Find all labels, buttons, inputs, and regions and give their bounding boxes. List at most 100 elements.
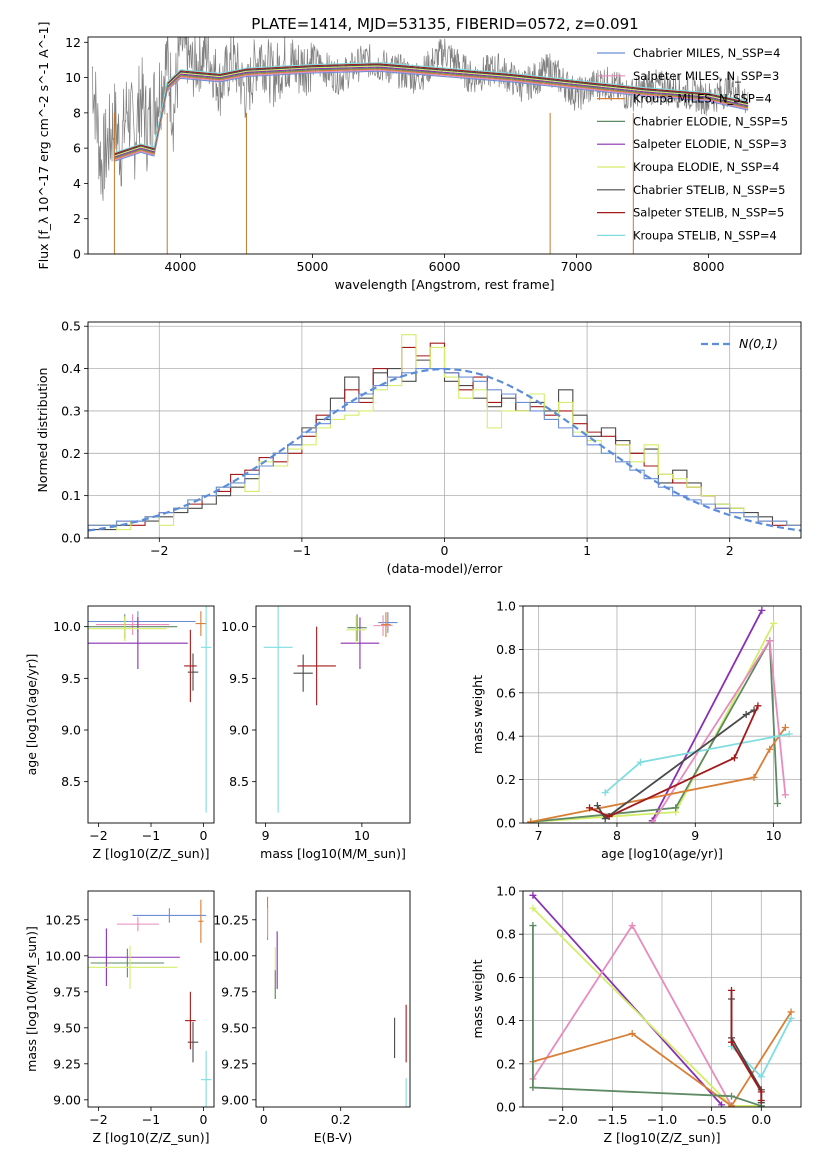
- y-axis-label: Flux [f_λ 10^-17 erg cm^-2 s^-1 A^-1]: [36, 22, 51, 270]
- axes-frame: [87, 890, 215, 1108]
- y-axis-label: mass weight: [470, 675, 485, 754]
- weight-line-chabrier-stelib: [596, 709, 755, 820]
- y-tick-label: 9.75: [53, 984, 81, 999]
- x-tick-label: −2.0: [548, 1112, 578, 1127]
- y-tick-label: 0: [73, 247, 81, 262]
- y-tick-label: 10.00: [213, 948, 249, 963]
- x-tick-label: 9: [262, 828, 270, 843]
- errorbar-plot-area: [266, 896, 407, 1107]
- weight-marker: [766, 637, 774, 645]
- y-tick-label: 9.75: [221, 984, 249, 999]
- x-tick-label: −1: [293, 543, 311, 558]
- weight-marker: [586, 804, 594, 812]
- y-tick-label: 10.0: [53, 619, 81, 634]
- y-tick-label: 10.00: [45, 948, 81, 963]
- axes-frame: [87, 321, 802, 539]
- normal-curve: [88, 367, 801, 532]
- x-tick-label: 0: [260, 1112, 268, 1127]
- x-tick-label: 0.0: [751, 1112, 771, 1127]
- legend-label: N(0,1): [739, 336, 778, 351]
- y-tick-label: 9.25: [221, 1056, 249, 1071]
- weight-marker: [750, 773, 758, 781]
- weight-marker: [718, 1101, 726, 1107]
- weight-marker: [766, 745, 774, 753]
- weight-marker: [648, 819, 656, 823]
- y-tick-label: 9.0: [229, 723, 249, 738]
- y-tick-label: 9.25: [53, 1056, 81, 1071]
- legend-label: Chabrier MILES, N_SSP=4: [633, 46, 780, 60]
- y-tick-label: 0.3: [61, 403, 81, 418]
- x-axis-label: wavelength [Angstrom, rest frame]: [334, 277, 554, 292]
- y-tick-label: 2: [73, 211, 81, 226]
- legend-label: Kroupa ELODIE, N_SSP=4: [633, 160, 779, 174]
- y-tick-label: 9.5: [61, 671, 81, 686]
- y-tick-label: 0.4: [496, 729, 516, 744]
- model-spectrum-kroupa-stelib: [114, 62, 749, 154]
- y-tick-label: 9.5: [229, 671, 249, 686]
- x-tick-label: 4000: [165, 259, 197, 274]
- weight-marker: [593, 802, 601, 810]
- x-tick-label: −1: [142, 1112, 160, 1127]
- weight-marker: [605, 812, 613, 820]
- y-tick-label: 0.5: [61, 319, 81, 334]
- histogram-chabrier-miles: [88, 368, 801, 538]
- histogram-chabrier-stelib: [88, 359, 801, 538]
- x-tick-label: 9: [691, 828, 699, 843]
- y-tick-label: 9.0: [61, 723, 81, 738]
- y-tick-label: 1.0: [496, 884, 516, 899]
- y-tick-label: 12: [65, 35, 81, 50]
- y-tick-label: 9.00: [53, 1092, 81, 1107]
- weight-marker: [728, 1102, 735, 1107]
- x-tick-label: 10: [354, 828, 370, 843]
- residuals-panel: −2 −1 0 1 2 0.0 0.1 0.2 0.3 0.4 0.5 (data-model)/er…: [35, 319, 802, 576]
- legend-label: Salpeter MILES, N_SSP=3: [633, 69, 779, 83]
- legend-label: Chabrier STELIB, N_SSP=5: [633, 183, 785, 197]
- axes-frame: [255, 605, 411, 824]
- legend-label: Kroupa STELIB, N_SSP=4: [633, 228, 777, 242]
- weight-marker: [758, 606, 766, 614]
- x-tick-label: 8000: [693, 259, 725, 274]
- x-tick-label: 10: [766, 828, 782, 843]
- weight-line-kroupa-miles: [530, 726, 787, 823]
- x-tick-label: 0: [200, 1112, 208, 1127]
- y-axis-label: age [log10(age/yr)]: [24, 654, 39, 776]
- x-tick-label: −2: [89, 828, 107, 843]
- weight-line-salpeter-stelib: [730, 990, 763, 1101]
- weight-marker: [757, 1097, 765, 1105]
- x-tick-label: −2: [150, 543, 168, 558]
- weight-marker: [728, 986, 735, 994]
- y-tick-label: 0.2: [61, 446, 81, 461]
- weight-marker: [781, 724, 789, 732]
- mass-weight-vs-age-panel: 7 8 9 10 0.0 0.2 0.4 0.6 0.8 1.0 age [log10(age/yr…: [470, 599, 802, 861]
- weight-marker: [787, 1008, 795, 1016]
- weight-marker: [774, 799, 782, 807]
- weight-plot-area: [529, 891, 795, 1107]
- spectrum-panel: 4000 5000 6000 7000 8000 0 2 4 6 8 10 12 wavelength …: [36, 22, 802, 292]
- errorbar-plot-area: [88, 899, 212, 1107]
- legend-label: Salpeter STELIB, N_SSP=5: [633, 206, 784, 220]
- y-tick-label: 10: [65, 70, 81, 85]
- mass-weight-vs-metallicity-panel: −2.0 −1.5 −1.0 −0.5 0.0 0.0 0.2 0.4 0.6 0.8 1.0 Z […: [470, 884, 802, 1145]
- x-axis-label: Z [log10(Z/Z_sun)]: [93, 1130, 210, 1145]
- weight-marker: [728, 1038, 735, 1046]
- weight-marker: [527, 818, 535, 823]
- weight-marker: [601, 815, 609, 823]
- spectrum-plot-area: [91, 37, 749, 254]
- x-tick-label: −0.5: [696, 1112, 726, 1127]
- x-tick-label: −1.0: [647, 1112, 677, 1127]
- mass-vs-metallicity-panel: −2 −1 0 9.00 9.25 9.50 9.75 10.00 10.25 Z [log10(…: [24, 890, 215, 1145]
- y-tick-label: 8.5: [229, 774, 249, 789]
- x-tick-label: 2: [726, 543, 734, 558]
- y-tick-label: 8.5: [61, 774, 81, 789]
- y-tick-label: 0.0: [61, 531, 81, 546]
- weight-marker: [730, 754, 738, 762]
- figure-title: PLATE=1414, MJD=53135, FIBERID=0572, z=0…: [251, 15, 638, 33]
- mass-vs-ebv-panel: 0 0.2 9.00 9.25 9.50 9.75 10.00 10.25 E(B-V): [213, 890, 411, 1145]
- x-tick-label: 0: [441, 543, 449, 558]
- weight-marker: [601, 789, 609, 797]
- weight-line-kroupa-elodie: [530, 622, 775, 823]
- weight-marker: [787, 1014, 795, 1022]
- x-tick-label: 0.2: [331, 1112, 351, 1127]
- x-axis-label: Z [log10(Z/Z_sun)]: [93, 846, 210, 861]
